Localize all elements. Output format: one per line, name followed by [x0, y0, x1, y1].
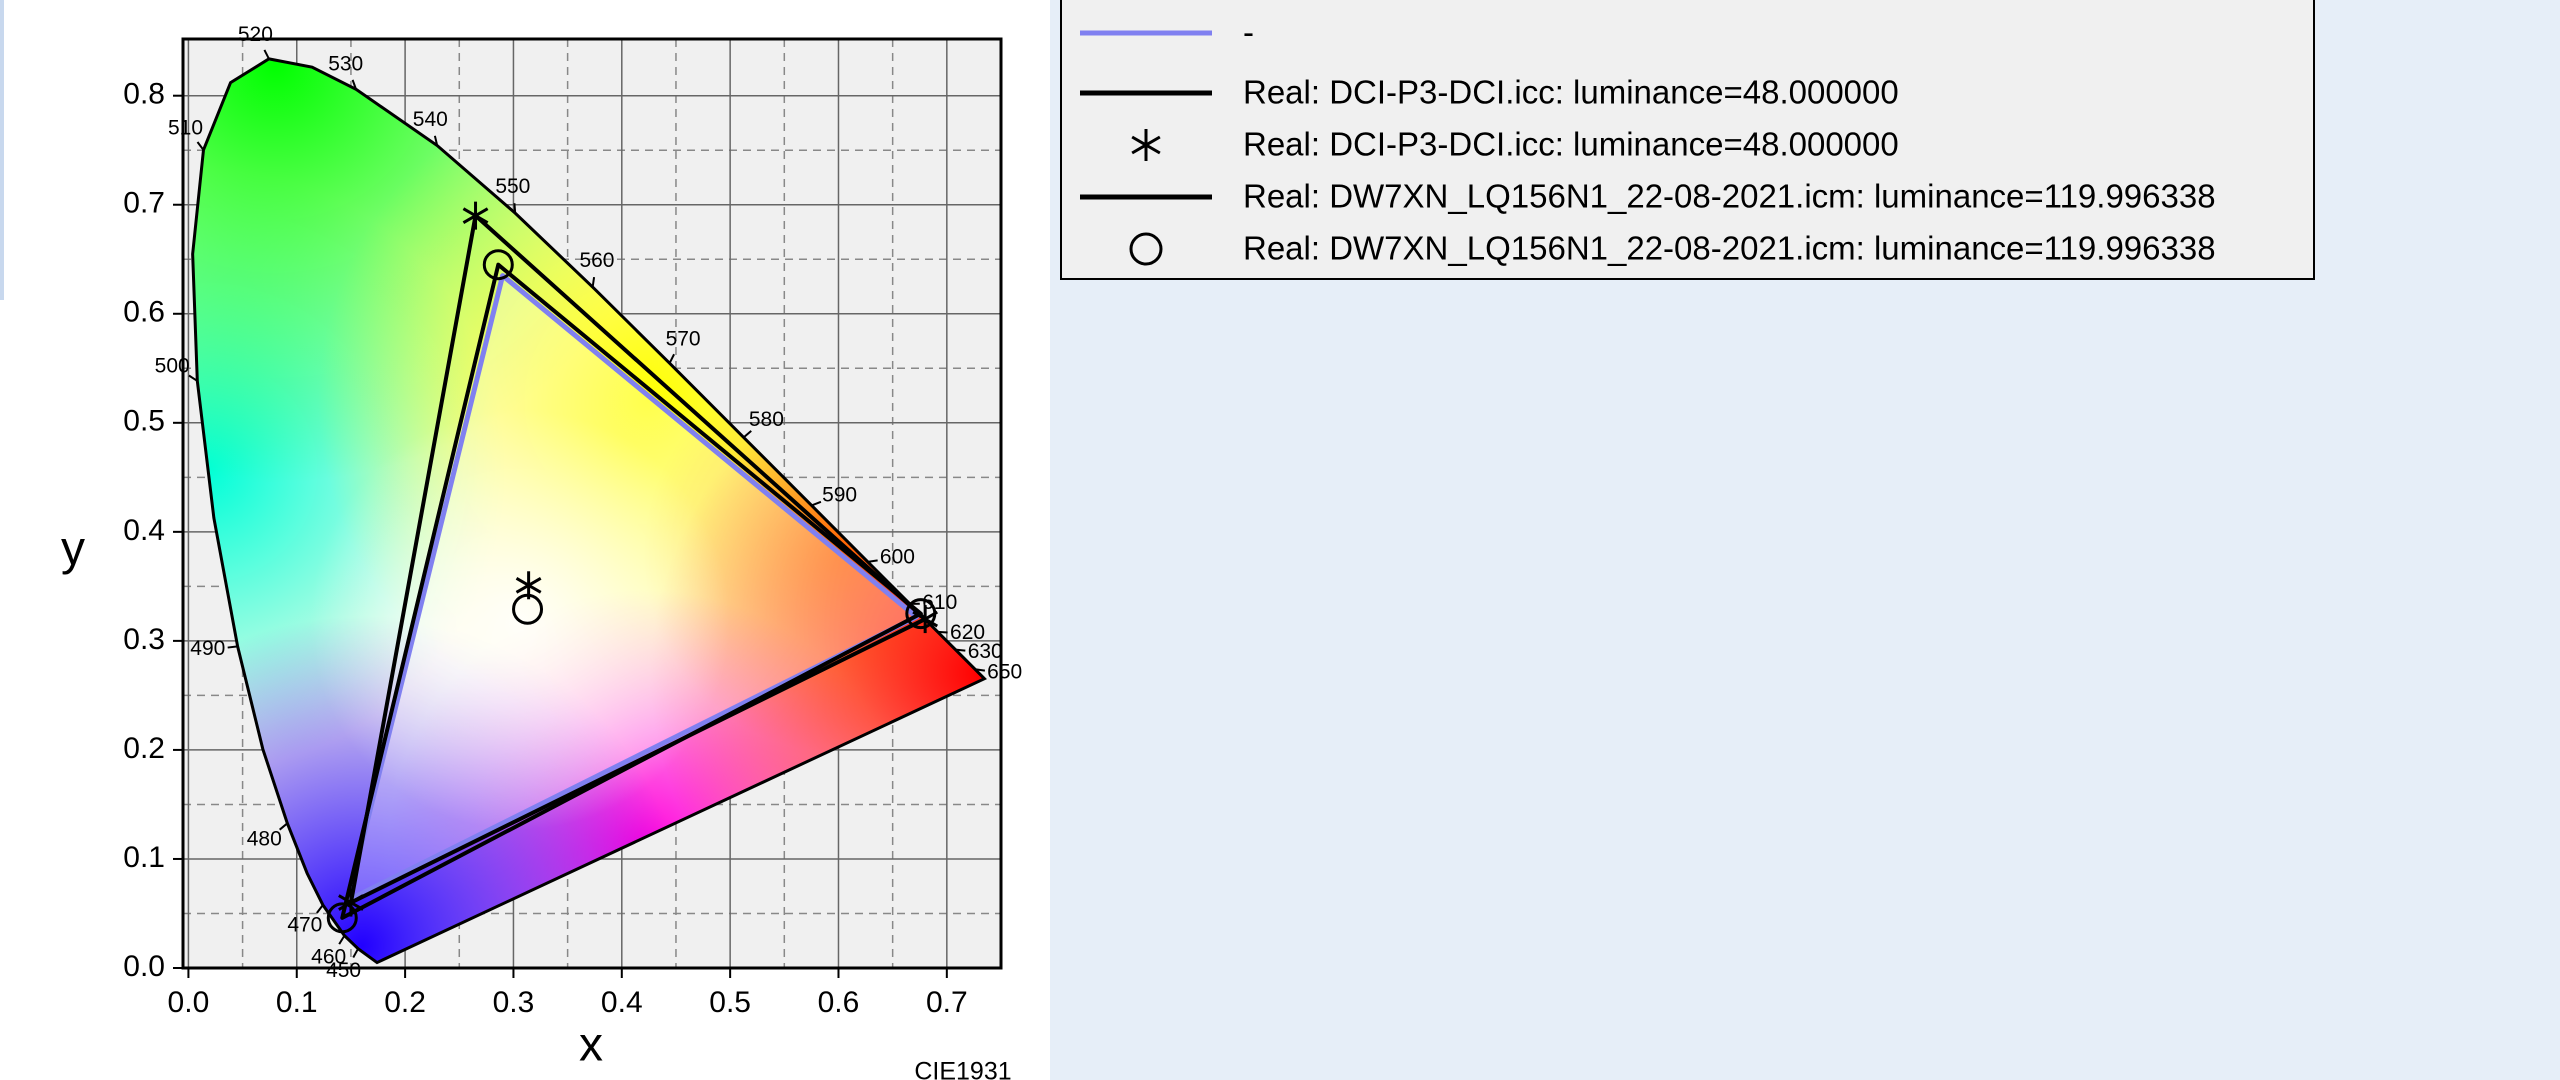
wavelength-tick [316, 904, 324, 914]
legend-label: Real: DW7XN_LQ156N1_22-08-2021.icm: lumi… [1243, 230, 2216, 267]
wavelength-label: 470 [287, 913, 322, 936]
circle-marker [326, 902, 358, 934]
y-tick-label: 0.0 [123, 950, 165, 983]
wavelength-label: 520 [238, 23, 273, 46]
y-tick-label: 0.8 [123, 78, 165, 111]
wavelength-label: 500 [155, 354, 190, 377]
wavelength-label: 540 [413, 108, 448, 131]
wavelength-label: 490 [190, 637, 225, 660]
wavelength-label: 620 [950, 621, 985, 644]
legend-label: Real: DCI-P3-DCI.icc: luminance=48.00000… [1243, 74, 1899, 111]
circle-marker [905, 598, 937, 630]
wavelength-label: 550 [495, 175, 530, 198]
star-marker [462, 201, 489, 230]
legend-entries: - Real: DCI-P3-DCI.icc: luminance=48.0000… [1080, 14, 2216, 267]
legend-label: Real: DW7XN_LQ156N1_22-08-2021.icm: lumi… [1243, 178, 2216, 215]
wavelength-label: 560 [579, 249, 614, 272]
star-arm [912, 610, 939, 628]
y-tick-label: 0.2 [123, 732, 165, 765]
wavelength-label: 530 [328, 52, 363, 75]
y-tick-label: 0.1 [123, 841, 165, 874]
wavelength-label: 480 [247, 827, 282, 850]
wavelength-tick [955, 648, 966, 652]
wavelength-label: 570 [666, 328, 701, 351]
wavelength-tick [433, 135, 439, 146]
wavelength-tick [811, 500, 822, 507]
wavelength-tick [338, 935, 346, 945]
legend-star [1131, 129, 1161, 161]
wavelength-tick [591, 277, 596, 288]
wavelength-tick [279, 822, 288, 831]
wavelength-label: 450 [326, 959, 361, 982]
gamut-line [345, 273, 919, 903]
wavelength-tick [227, 645, 238, 649]
legend-label: Real: DCI-P3-DCI.icc: luminance=48.00000… [1243, 126, 1899, 163]
plot-frame [181, 37, 1003, 970]
wavelength-label: 630 [968, 640, 1003, 663]
wavelength-label: 460 [311, 945, 346, 968]
annotation: CIE1931 [914, 1058, 1011, 1080]
wavelength-tick [743, 430, 752, 439]
y-tick-label: 0.6 [123, 296, 165, 329]
wavelength-label: 650 [987, 660, 1022, 683]
x-tick-label: 0.7 [926, 986, 968, 1019]
y-tick-label: 0.5 [123, 405, 165, 438]
wavelength-label: 610 [922, 591, 957, 614]
wavelength-label: 510 [168, 117, 203, 140]
legend-circle [1129, 232, 1163, 266]
wavelength-tick [668, 353, 675, 364]
wavelength-tick [352, 948, 359, 958]
wavelength-tick [867, 559, 878, 563]
gamut-line [340, 262, 923, 920]
circle-marker [482, 249, 514, 281]
wavelength-tick [974, 668, 986, 672]
y-tick-label: 0.3 [123, 623, 165, 656]
wavelength-tick [513, 203, 517, 214]
x-tick-label: 0.2 [384, 986, 426, 1019]
x-axis-label: x [579, 1019, 603, 1072]
left-edge [0, 0, 4, 300]
x-tick-label: 0.5 [709, 986, 751, 1019]
wavelength-tick [188, 374, 198, 382]
circle-marker [512, 593, 544, 625]
x-tick-label: 0.0 [168, 986, 210, 1019]
star-arm [515, 576, 542, 594]
y-tick-label: 0.4 [123, 514, 165, 547]
wavelength-tick [937, 630, 948, 634]
x-tick-label: 0.6 [818, 986, 860, 1019]
star-arm [1131, 135, 1161, 155]
y-axis-label: y [61, 523, 85, 576]
legend [1060, 0, 2315, 280]
x-tick-label: 0.4 [601, 986, 643, 1019]
legend-label: - [1243, 14, 1254, 51]
x-tick-label: 0.1 [276, 986, 318, 1019]
wavelength-label: 590 [822, 484, 857, 507]
star-arm [462, 207, 489, 224]
wavelength-tick [263, 49, 270, 60]
wavelength-label: 580 [749, 408, 784, 431]
x-tick-label: 0.3 [493, 986, 535, 1019]
wavelength-label: 600 [880, 546, 915, 569]
wavelength-tick [196, 141, 205, 151]
wavelength-tick [351, 79, 357, 90]
y-tick-label: 0.7 [123, 187, 165, 220]
